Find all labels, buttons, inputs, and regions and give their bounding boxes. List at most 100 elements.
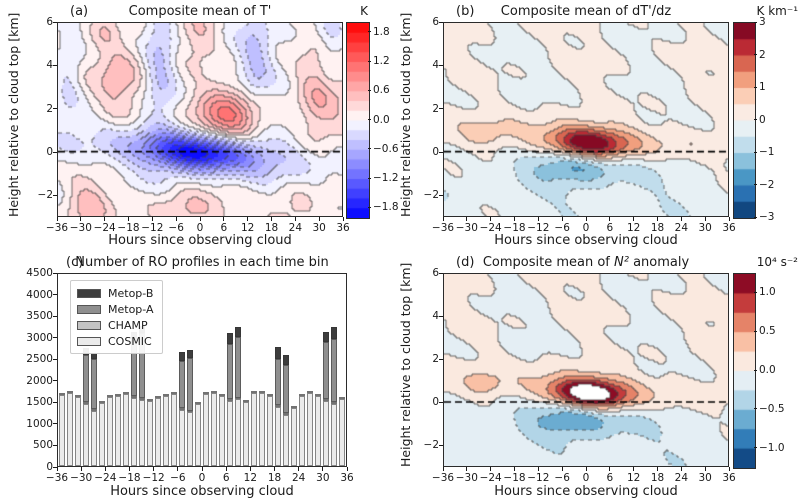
bar-segment-champ <box>163 394 169 397</box>
y-tick-mark <box>53 294 57 296</box>
y-tick-label: 4 <box>432 59 439 72</box>
y-tick-label: 0 <box>432 146 439 158</box>
colorbar-tick-label: 1.8 <box>373 25 390 38</box>
y-tick-mark <box>53 380 57 382</box>
y-tick-label: 0 <box>46 146 53 158</box>
x-tick-label: −12 <box>142 472 165 484</box>
colorbar-tick-mark <box>754 151 757 153</box>
panel-d-colorbar-unit: 10⁴ s⁻² <box>756 255 798 269</box>
panel-d-colorbar <box>733 273 756 469</box>
x-tick-label: −36 <box>45 472 69 484</box>
y-tick-label: 500 <box>32 439 53 452</box>
panel-a-y-axis-label: Height relative to cloud top [km] <box>6 12 21 217</box>
y-tick-label: 0 <box>46 461 53 473</box>
panel-b-plot <box>443 22 729 217</box>
bar-segment-metop-a <box>83 354 89 403</box>
x-tick-mark <box>177 467 179 471</box>
x-tick-mark <box>274 467 275 471</box>
y-tick-label: 2500 <box>26 353 53 366</box>
bar-segment-champ <box>91 408 97 411</box>
x-tick-label: −12 <box>527 222 550 234</box>
bar-segment-champ <box>339 397 345 400</box>
colorbar-tick-label: 3 <box>759 16 766 28</box>
bar-segment-cosmic <box>91 410 97 466</box>
panel-a-title: Composite mean of T' <box>128 4 272 19</box>
bar-segment-cosmic <box>83 404 89 466</box>
x-tick-mark <box>294 217 296 221</box>
y-tick-label: 3000 <box>26 331 53 344</box>
bar-segment-metop-a <box>187 358 193 411</box>
legend-item-metop-a: Metop-A <box>77 301 154 317</box>
bar-segment-cosmic <box>251 393 257 466</box>
x-tick-label: 18 <box>267 472 282 484</box>
y-tick-mark <box>53 358 57 360</box>
x-tick-label: −18 <box>503 222 526 234</box>
colorbar-tick-label: 1.2 <box>373 55 390 67</box>
x-tick-mark <box>129 467 130 471</box>
panel-b-colorbar-unit: K km⁻¹ <box>756 4 798 18</box>
bar-segment-metop-a <box>331 339 337 402</box>
colorbar-tick-mark <box>368 148 371 150</box>
bar-segment-metop-a <box>91 359 97 409</box>
bar-segment-champ <box>243 399 249 402</box>
bar-segment-cosmic <box>187 412 193 466</box>
x-tick-label: −36 <box>45 222 69 234</box>
bar-segment-champ <box>251 391 257 394</box>
y-tick-mark <box>439 272 443 274</box>
colorbar-tick-label: −1 <box>759 146 775 158</box>
y-tick-mark <box>53 151 57 153</box>
colorbar-tick-label: 1 <box>759 81 766 93</box>
x-tick-mark <box>537 217 539 221</box>
panel-d-x-axis-label: Hours since observing cloud <box>494 484 678 499</box>
x-tick-mark <box>609 217 611 221</box>
bar-segment-metop-a <box>179 360 185 408</box>
x-tick-label: 24 <box>674 222 689 234</box>
colorbar-tick-mark <box>754 119 757 120</box>
y-tick-label: 4500 <box>26 267 53 279</box>
x-tick-label: −30 <box>455 472 478 484</box>
x-tick-mark <box>490 467 492 471</box>
bar-segment-metop-a <box>323 341 329 400</box>
panel-a-colorbar <box>346 22 370 219</box>
x-tick-mark <box>680 467 682 471</box>
bar-segment-champ <box>299 394 305 397</box>
y-tick-label: −2 <box>37 189 53 202</box>
colorbar-tick-label: 0.5 <box>759 325 776 338</box>
bar-segment-cosmic <box>219 395 225 466</box>
legend-label: CHAMP <box>108 318 148 332</box>
x-tick-label: −30 <box>70 472 93 484</box>
bar-segment-cosmic <box>59 395 65 466</box>
x-tick-mark <box>249 467 251 471</box>
y-tick-mark <box>53 108 57 110</box>
colorbar-tick-label: 1.0 <box>759 286 776 299</box>
bar-segment-champ <box>67 391 73 394</box>
y-tick-label: 2 <box>432 353 439 366</box>
x-tick-label: 18 <box>264 222 279 234</box>
panel-c-x-axis-label: Hours since observing cloud <box>110 484 294 499</box>
panel-a-contour-canvas <box>58 23 342 216</box>
bar-segment-cosmic <box>123 394 129 466</box>
colorbar-tick-label: −1.0 <box>759 441 785 454</box>
bar-segment-champ <box>155 395 161 398</box>
y-tick-label: −2 <box>423 189 439 202</box>
x-tick-mark <box>104 217 106 221</box>
bar-segment-metop-a <box>275 359 281 406</box>
legend-item-champ: CHAMP <box>77 317 154 333</box>
bar-segment-cosmic <box>283 414 289 466</box>
x-tick-label: 36 <box>340 472 354 484</box>
y-tick-label: 6 <box>432 267 439 279</box>
bar-segment-champ <box>219 393 225 396</box>
colorbar-tick-mark <box>368 89 371 91</box>
x-tick-label: 18 <box>650 222 665 234</box>
x-tick-mark <box>151 217 153 221</box>
x-tick-mark <box>175 217 177 221</box>
colorbar-tick-mark <box>754 369 757 371</box>
x-tick-label: −30 <box>455 222 478 234</box>
x-tick-label: −6 <box>554 222 570 234</box>
y-tick-label: 4 <box>46 59 53 72</box>
x-tick-mark <box>153 467 155 471</box>
y-tick-mark <box>439 444 443 446</box>
bar-segment-cosmic <box>67 393 73 466</box>
x-tick-mark <box>128 217 129 221</box>
y-tick-mark <box>439 151 443 153</box>
